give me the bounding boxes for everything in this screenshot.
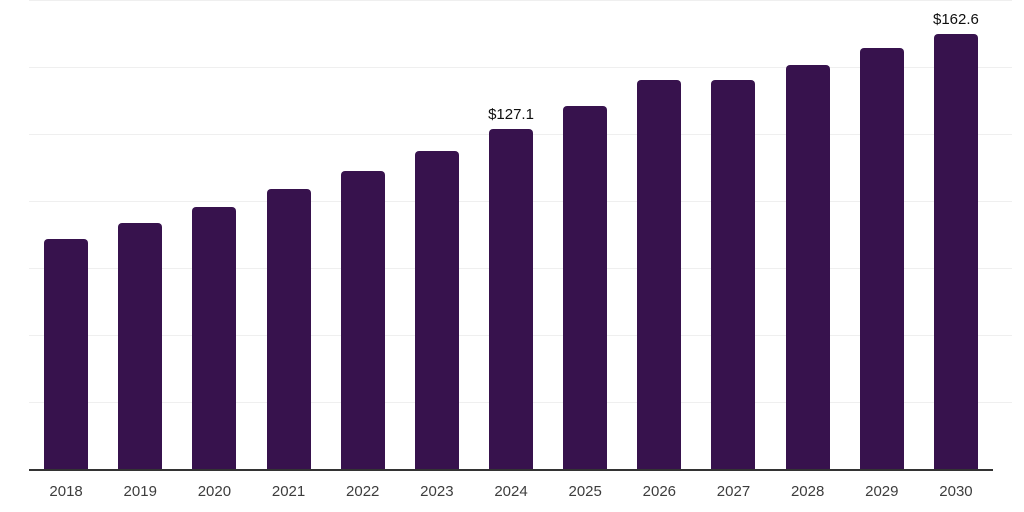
x-tick-label: 2018: [49, 483, 83, 500]
bar: [192, 206, 237, 470]
bar-slot: [177, 0, 251, 470]
gridline: [29, 0, 1012, 1]
bar-slot: [251, 0, 325, 470]
x-axis-ticks: 2018 2019 2020 2021 2022 2023 2024 2025 2026 2027…: [29, 483, 993, 500]
x-tick-label: 2022: [346, 483, 380, 500]
x-tick-label: 2025: [568, 483, 602, 500]
x-tick-label: 2024: [494, 483, 528, 500]
bar-slot: $162.6: [919, 0, 993, 470]
bar-slot: [326, 0, 400, 470]
bar-slot: [400, 0, 474, 470]
bar-slot: [548, 0, 622, 470]
gridline: [29, 67, 1012, 68]
x-tick-label: 2023: [420, 483, 454, 500]
x-tick-label: 2030: [939, 483, 973, 500]
bar: [711, 80, 756, 470]
bar-slot: [771, 0, 845, 470]
x-tick-label: 2027: [716, 483, 751, 500]
bar: [563, 105, 608, 470]
x-tick-label: 2029: [865, 483, 899, 500]
bar-slot: $127.1: [474, 0, 548, 470]
bars: $127.1 $162.6: [29, 0, 993, 470]
bar-slot: [103, 0, 177, 470]
x-axis-line: [29, 469, 993, 471]
bar: [340, 171, 385, 470]
bar-value-label: $162.6: [933, 11, 979, 29]
bar-value-label: $127.1: [488, 106, 534, 124]
bar: [637, 80, 682, 470]
x-tick-label: 2019: [123, 483, 157, 500]
plot-area: $127.1 $162.6 2018 2019 2020 2021 2022 2023 202…: [29, 0, 1012, 500]
x-tick-label: 2026: [642, 483, 677, 500]
x-tick-label: 2020: [197, 483, 232, 500]
bar: [44, 238, 89, 470]
bar-slot: [696, 0, 770, 470]
bar: [933, 34, 978, 470]
bar-slot: [29, 0, 103, 470]
bar: [414, 151, 459, 470]
bar-slot: [845, 0, 919, 470]
bar: [118, 222, 163, 470]
bar: [489, 129, 534, 470]
x-tick-label: 2021: [271, 483, 306, 500]
bar: [266, 189, 311, 470]
bar: [785, 65, 830, 470]
bar-slot: [622, 0, 696, 470]
x-tick-label: 2028: [790, 483, 825, 500]
bar: [859, 48, 904, 470]
